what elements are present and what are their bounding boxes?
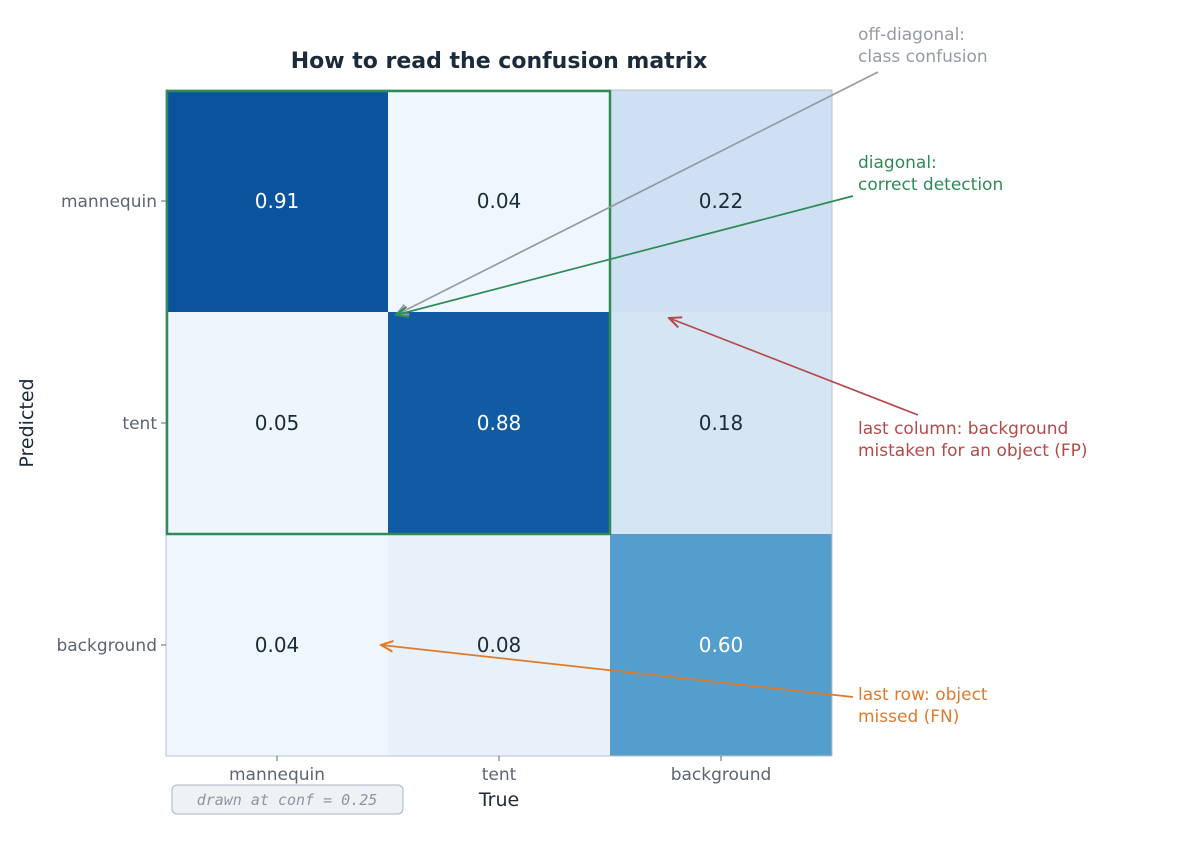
annotation-last-row: last row: object missed (FN): [858, 685, 993, 727]
cell-value-label: 0.18: [699, 411, 744, 435]
y-axis-ticks: mannequin tent background: [56, 192, 166, 656]
chart-title: How to read the confusion matrix: [291, 49, 708, 74]
y-axis-label: Predicted: [16, 378, 38, 467]
arrow-diagonal: [396, 195, 854, 315]
arrow-last-column: [669, 318, 919, 416]
annotation-off-diagonal: off-diagonal: class confusion: [858, 25, 988, 67]
arrow-last-row: [381, 645, 854, 698]
cell-value-label: 0.22: [699, 189, 744, 213]
x-tick-label: background: [671, 765, 772, 785]
cell-value-label: 0.04: [255, 633, 300, 657]
y-tick-label: tent: [122, 414, 157, 434]
heatmap-cell: [610, 90, 832, 312]
heatmap-cell: [388, 312, 610, 534]
heatmap-cell: [388, 90, 610, 312]
heatmap-cells: 0.91 0.04 0.22 0.05 0.88 0.18 0.04 0.08 0.60: [166, 90, 832, 756]
heatmap-cell: [610, 534, 832, 756]
note-text: drawn at conf = 0.25: [197, 791, 378, 809]
arrow-off-diagonal: [396, 71, 879, 315]
note-box: [171, 784, 404, 815]
cell-value-label: 0.08: [477, 633, 522, 657]
heatmap-cell: [166, 312, 388, 534]
x-tick-label: mannequin: [229, 765, 325, 785]
cell-value-label: 0.91: [255, 189, 300, 213]
cell-value-label: 0.04: [477, 189, 522, 213]
x-tick-label: tent: [482, 765, 517, 785]
heatmap-cell: [388, 534, 610, 756]
highlight-box: [165, 89, 612, 536]
heatmap-cell: [166, 90, 388, 312]
y-tick-label: background: [56, 636, 157, 656]
y-tick-label: mannequin: [61, 192, 157, 212]
annotation-last-column: last column: background mistaken for an …: [858, 419, 1088, 461]
x-axis-label: True: [478, 789, 519, 811]
cell-value-label: 0.05: [255, 411, 300, 435]
heatmap-cell: [610, 312, 832, 534]
cell-value-label: 0.60: [699, 633, 744, 657]
x-axis-ticks: mannequin tent background: [229, 756, 771, 785]
heatmap-cell: [166, 534, 388, 756]
annotation-diagonal: diagonal: correct detection: [858, 153, 1003, 195]
cell-value-label: 0.88: [477, 411, 522, 435]
